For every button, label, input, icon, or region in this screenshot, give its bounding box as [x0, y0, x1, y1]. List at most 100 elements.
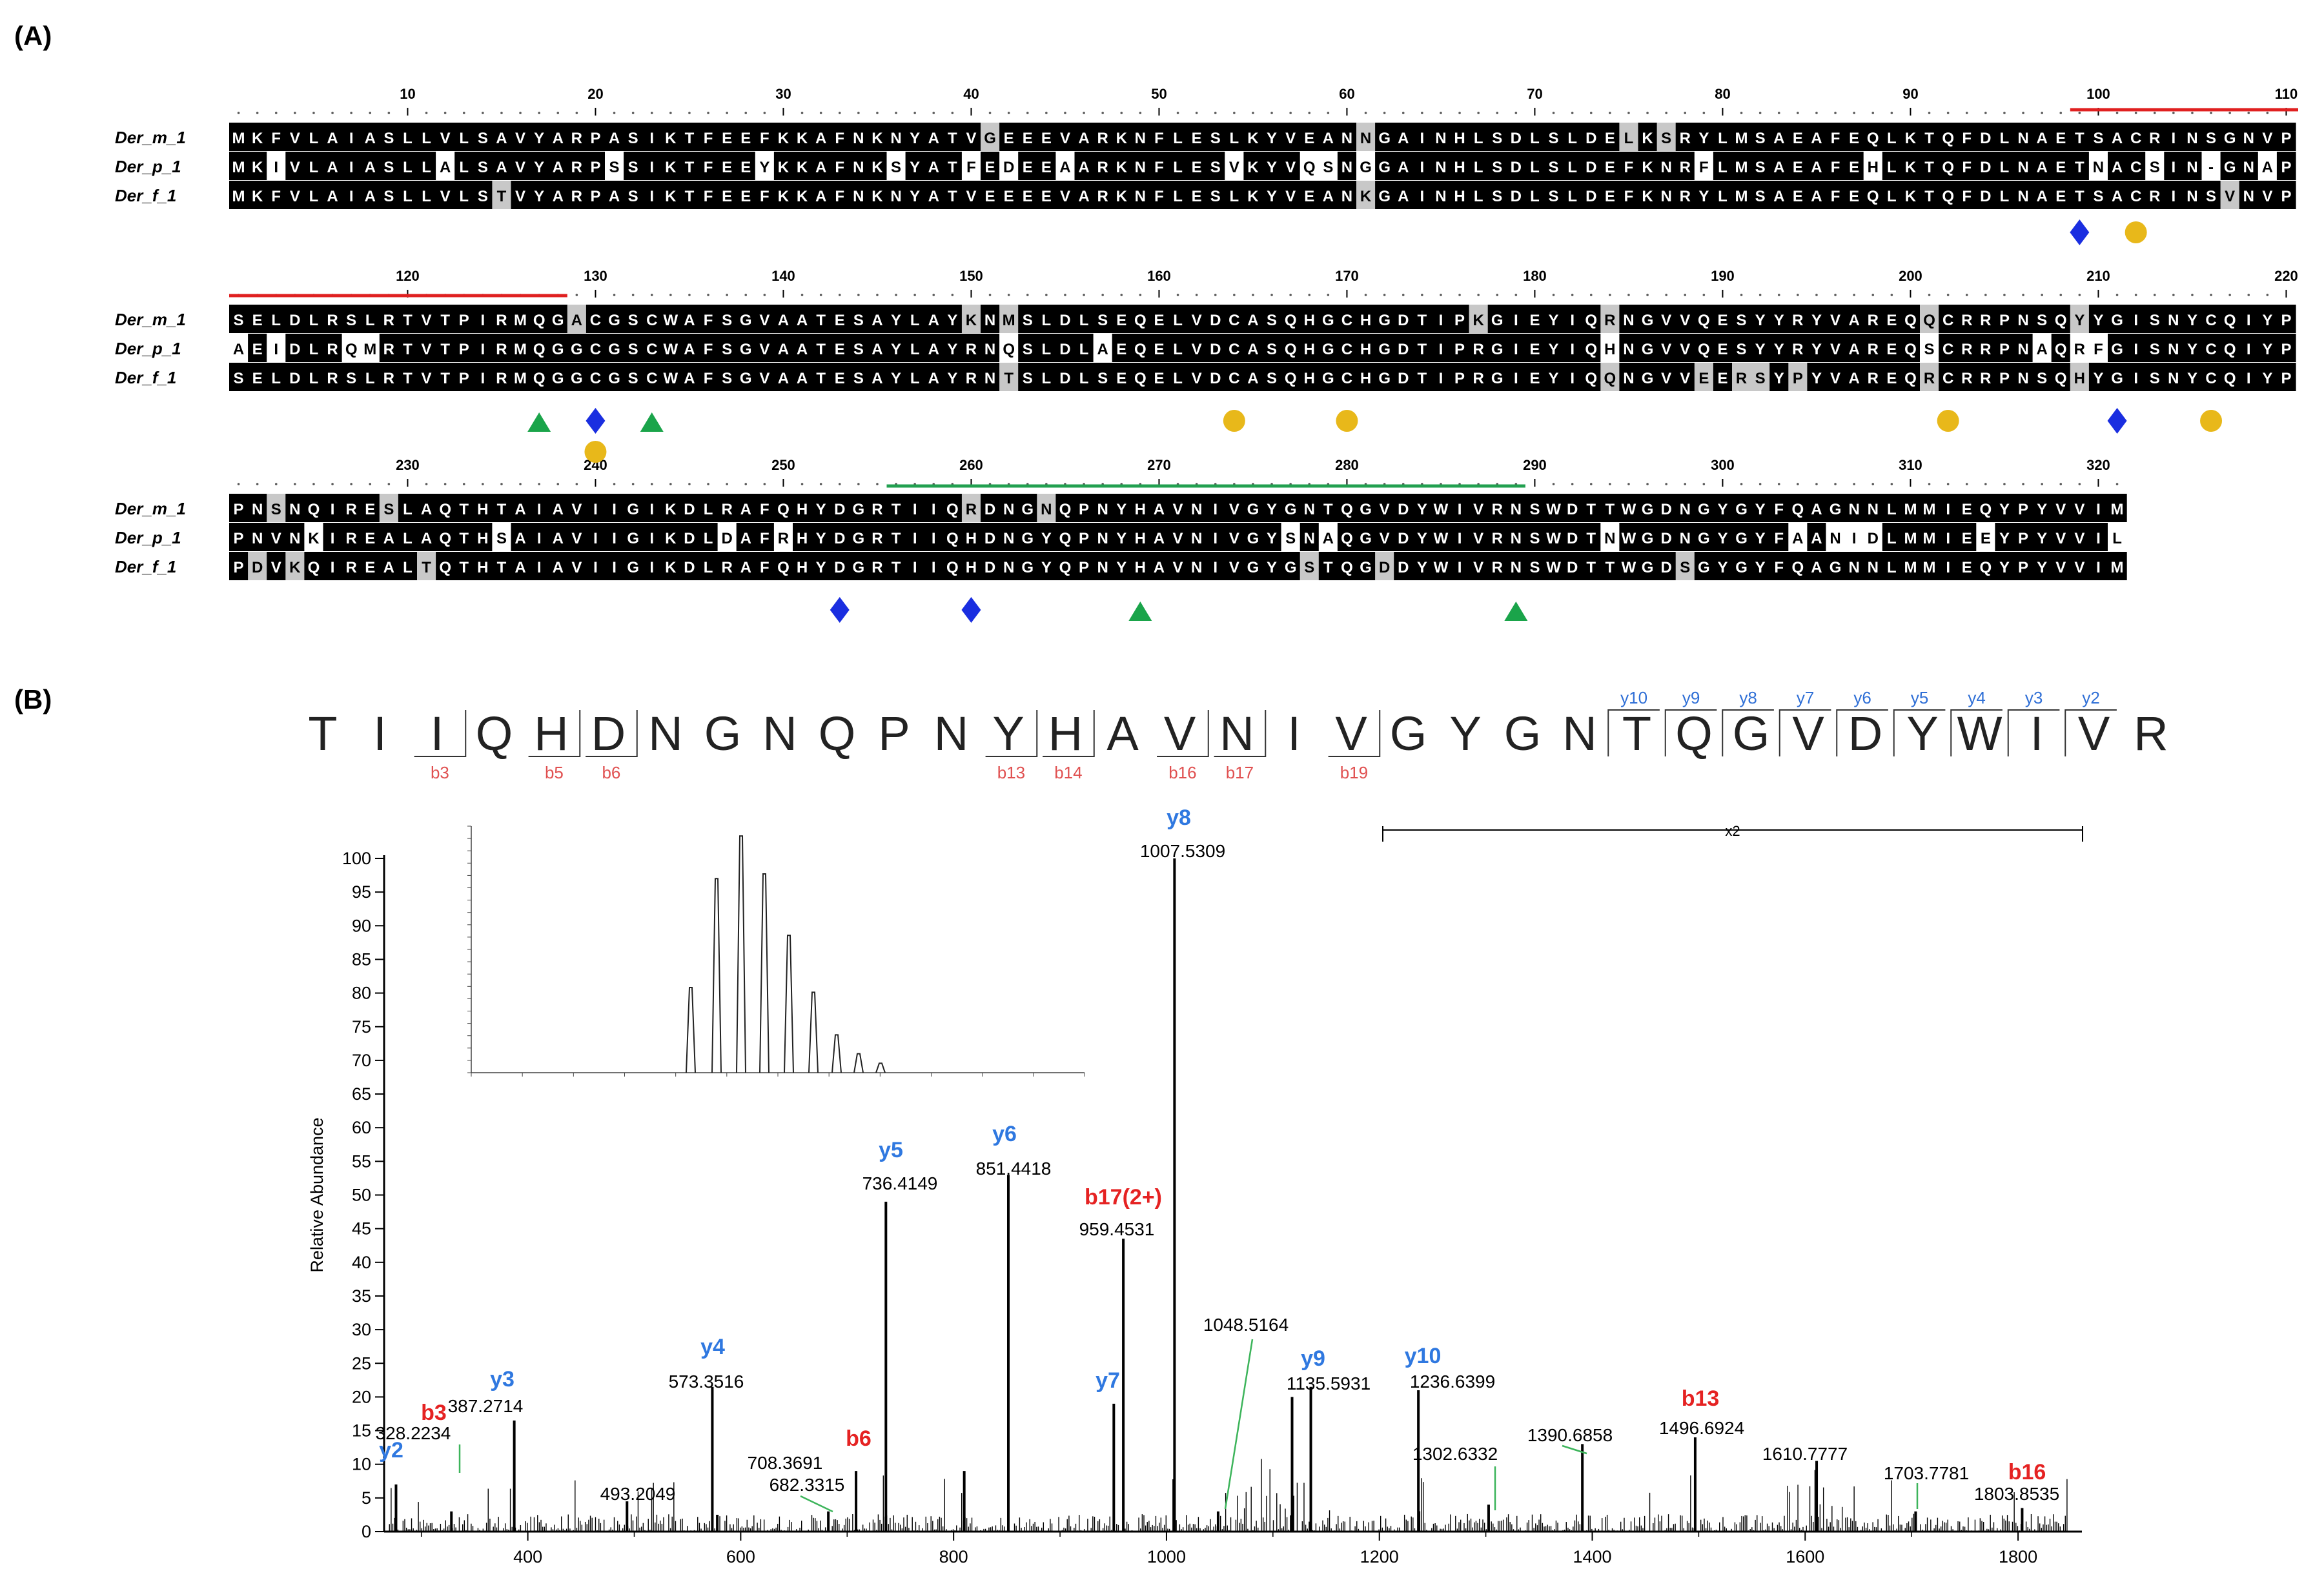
residue-cell: [1995, 181, 2015, 209]
ruler-dot: [1890, 112, 1893, 114]
ruler-dot: [1270, 112, 1273, 114]
ruler-dot: [913, 294, 916, 296]
residue: Q: [1923, 312, 1935, 329]
peak-mz-label: 708.3691: [748, 1453, 823, 1473]
residue: Q: [1698, 312, 1710, 329]
residue-cell: [267, 123, 286, 151]
residue-cell: [1487, 552, 1507, 580]
residue-cell: [529, 152, 549, 180]
residue: S: [891, 159, 901, 176]
residue-cell: [680, 123, 700, 151]
residue: A: [515, 559, 525, 576]
residue-cell: [1619, 494, 1639, 522]
residue-cell: [1055, 334, 1075, 362]
triangle-marker: [640, 412, 664, 432]
residue: V: [759, 312, 770, 329]
ruler-dot: [237, 112, 240, 114]
residue: Q: [439, 501, 451, 518]
residue: I: [1458, 530, 1462, 547]
y-tick-label: 100: [342, 849, 371, 868]
residue-cell: [1920, 305, 1939, 333]
residue: A: [1811, 559, 1822, 576]
ruler-dot: [1270, 294, 1273, 296]
residue-cell: [1074, 523, 1094, 551]
residue: V: [1680, 341, 1690, 358]
residue-cell: [755, 494, 775, 522]
residue: D: [1398, 312, 1409, 329]
residue: H: [1135, 501, 1146, 518]
residue: I: [1439, 312, 1443, 329]
residue-cell: [1920, 363, 1939, 391]
residue-cell: [323, 363, 343, 391]
residue: N: [1680, 530, 1691, 547]
residue: V: [1229, 501, 1239, 518]
residue: Y: [1267, 188, 1277, 205]
residue: L: [1474, 130, 1483, 147]
residue-cell: [436, 494, 455, 522]
residue: S: [1755, 188, 1766, 205]
residue-cell: [1093, 123, 1113, 151]
residue: K: [252, 130, 263, 147]
residue-cell: [1356, 494, 1376, 522]
residue: M: [1904, 530, 1917, 547]
residue-cell: [492, 305, 512, 333]
ruler-dot: [2115, 483, 2119, 485]
residue: R: [1924, 370, 1935, 387]
residue: S: [1680, 559, 1690, 576]
residue-cell: [773, 363, 793, 391]
residue: D: [1511, 130, 1522, 147]
residue-cell: [849, 305, 868, 333]
residue-cell: [1375, 334, 1394, 362]
residue-cell: [1901, 494, 1921, 522]
residue: R: [327, 312, 338, 329]
residue: E: [1154, 312, 1164, 329]
residue: Y: [1755, 312, 1766, 329]
residue-cell: [1957, 152, 1977, 180]
ruler-dot: [726, 112, 728, 114]
residue-cell: [1206, 152, 1225, 180]
residue: S: [2037, 370, 2047, 387]
residue-cell: [2126, 334, 2146, 362]
residue-cell: [2070, 152, 2090, 180]
residue-cell: [981, 152, 1000, 180]
residue: A: [1811, 501, 1822, 518]
residue-cell: [1638, 363, 1658, 391]
residue-cell: [943, 305, 963, 333]
ruler-dot: [1571, 112, 1574, 114]
residue: R: [496, 370, 507, 387]
residue: L: [704, 530, 713, 547]
residue: E: [1004, 130, 1014, 147]
residue-cell: [1732, 152, 1751, 180]
residue-cell: [2108, 334, 2127, 362]
residue-cell: [793, 363, 812, 391]
residue-cell: [1769, 123, 1789, 151]
residue-cell: [1375, 123, 1394, 151]
residue-cell: [1225, 181, 1244, 209]
residue: I: [331, 559, 335, 576]
residue: A: [1398, 130, 1409, 147]
residue: W: [1546, 530, 1561, 547]
residue-cell: [1844, 523, 1864, 551]
residue: N: [1135, 159, 1146, 176]
residue-cell: [1976, 123, 1995, 151]
ruler-dot: [1064, 112, 1066, 114]
residue: T: [948, 188, 957, 205]
peptide-residue: D: [591, 707, 626, 760]
peptide-residue: Q: [1675, 707, 1713, 760]
residue: N: [1341, 159, 1352, 176]
ruler-dot: [1646, 483, 1649, 485]
residue: E: [1004, 188, 1014, 205]
residue: Y: [1999, 559, 2010, 576]
residue: K: [665, 530, 677, 547]
residue-cell: [2032, 181, 2052, 209]
peak-mz-label: 1135.5931: [1287, 1373, 1371, 1393]
residue-cell: [1844, 552, 1864, 580]
ruler-dot: [237, 483, 240, 485]
residue: T: [497, 501, 507, 518]
residue: G: [1285, 559, 1297, 576]
residue: Q: [1792, 501, 1804, 518]
residue-cell: [1751, 123, 1770, 151]
residue-cell: [285, 181, 305, 209]
residue-cell: [1450, 523, 1470, 551]
residue: A: [383, 559, 394, 576]
